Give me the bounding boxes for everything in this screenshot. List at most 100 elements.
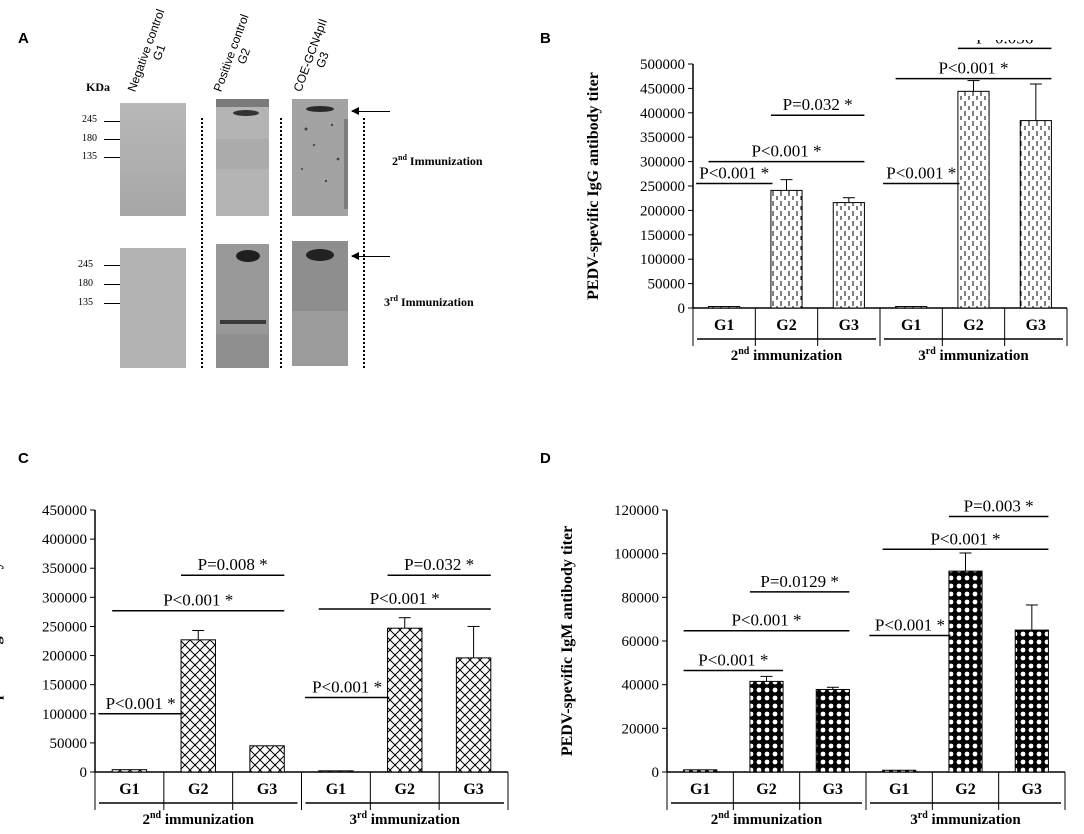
blot-g1-third-immunization xyxy=(120,248,186,368)
significance-label: P<0.001 * xyxy=(938,59,1008,78)
bar xyxy=(1019,120,1052,309)
mw-tick xyxy=(104,284,120,285)
y-tick-label: 500000 xyxy=(640,57,685,73)
group-label: 2nd immunization xyxy=(711,810,823,828)
x-tick-label: G3 xyxy=(1022,781,1042,798)
x-tick-label: G1 xyxy=(714,317,734,334)
y-tick-label: 40000 xyxy=(622,678,660,694)
band-arrow-bottom xyxy=(351,252,390,260)
lane-label-negative-control: Negative control G1 xyxy=(125,7,180,98)
significance-label: P<0.001 * xyxy=(312,677,382,696)
mw-tick xyxy=(104,139,120,140)
significance-label: P<0.001 * xyxy=(163,591,233,610)
y-tick-label: 400000 xyxy=(42,532,87,548)
significance-label: P<0.001 * xyxy=(731,611,801,630)
y-tick-label: 200000 xyxy=(640,203,685,219)
y-tick-label: 0 xyxy=(80,765,88,781)
significance-label: P<0.001 * xyxy=(699,164,769,183)
x-tick-label: G2 xyxy=(188,781,208,798)
y-tick-label: 20000 xyxy=(622,721,660,737)
x-tick-label: G2 xyxy=(776,317,796,334)
bar xyxy=(770,189,803,309)
x-tick-label: G1 xyxy=(326,781,346,798)
x-tick-label: G3 xyxy=(257,781,277,798)
bar xyxy=(882,769,917,773)
mw-marker-135-bottom: 135 xyxy=(78,297,93,308)
y-tick-label: 0 xyxy=(652,765,660,781)
x-tick-label: G1 xyxy=(119,781,139,798)
mw-tick xyxy=(104,265,120,266)
bar xyxy=(387,627,423,773)
bar xyxy=(249,745,285,773)
bar xyxy=(832,202,865,309)
x-tick-label: G2 xyxy=(395,781,415,798)
x-tick-label: G1 xyxy=(889,781,909,798)
imm-sup: rd xyxy=(390,294,398,303)
mw-tick xyxy=(104,157,120,158)
imm-num: 3 xyxy=(384,295,390,309)
y-tick-label: 100000 xyxy=(640,252,685,268)
group-label: 2nd immunization xyxy=(731,346,843,364)
lane-label-coe-gcn4pii: COE-GCN4pII G3 xyxy=(291,17,343,98)
significance-label: P<0.001 * xyxy=(930,529,1000,548)
mw-marker-135-top: 135 xyxy=(82,151,97,162)
bar xyxy=(708,306,741,309)
y-tick-label: 250000 xyxy=(42,619,87,635)
group-label: 3rd immunization xyxy=(910,810,1021,828)
y-tick-label: 400000 xyxy=(640,106,685,122)
mw-marker-180-top: 180 xyxy=(82,133,97,144)
y-tick-label: 350000 xyxy=(42,561,87,577)
bar xyxy=(683,769,718,773)
y-tick-label: 120000 xyxy=(614,503,659,519)
mw-marker-245-bottom: 245 xyxy=(78,259,93,270)
y-tick-label: 60000 xyxy=(622,634,660,650)
mw-marker-180-bottom: 180 xyxy=(78,278,93,289)
significance-label: P=0.056 xyxy=(976,40,1033,47)
y-tick-label: 300000 xyxy=(42,590,87,606)
bar xyxy=(111,769,148,773)
group-label: 3rd immunization xyxy=(350,810,461,828)
immunization-label-second: 2nd Immunization xyxy=(392,153,483,169)
bar xyxy=(957,90,990,309)
y-tick-label: 450000 xyxy=(640,81,685,97)
significance-label: P=0.032 * xyxy=(404,555,474,574)
significance-label: P<0.001 * xyxy=(886,164,956,183)
immunization-label-third: 3rd Immunization xyxy=(384,294,474,310)
significance-label: P=0.008 * xyxy=(198,555,268,574)
panel-letter-d: D xyxy=(540,450,551,467)
blot-g3-second-immunization xyxy=(292,99,348,216)
panel-letter-a: A xyxy=(18,30,29,47)
y-tick-label: 100000 xyxy=(614,547,659,563)
mw-tick xyxy=(104,303,120,304)
y-tick-label: 80000 xyxy=(622,590,660,606)
bar xyxy=(1014,629,1049,773)
bar xyxy=(948,570,983,773)
lane-label-positive-control: Positive control G2 xyxy=(211,12,264,98)
lane-separator xyxy=(363,118,365,368)
significance-label: P=0.003 * xyxy=(964,497,1034,516)
kda-label: KDa xyxy=(86,80,110,94)
x-tick-label: G3 xyxy=(823,781,843,798)
blot-g3-third-immunization xyxy=(292,241,348,366)
y-tick-label: 350000 xyxy=(640,130,685,146)
y-tick-label: 450000 xyxy=(42,503,87,519)
blot-g1-second-immunization xyxy=(120,103,186,216)
y-tick-label: 250000 xyxy=(640,179,685,195)
blot-g2-second-immunization xyxy=(216,99,269,216)
chart-iga: PEDV-spevific IgA antibody titer 0 50000 10… xyxy=(0,503,509,828)
y-tick-label: 0 xyxy=(678,301,686,317)
y-axis-label: PEDV-spevific IgA antibody titer xyxy=(0,528,4,754)
imm-sup: nd xyxy=(398,153,407,162)
significance-label: P<0.001 * xyxy=(698,650,768,669)
x-tick-label: G1 xyxy=(901,317,921,334)
bar xyxy=(318,770,354,773)
y-tick-label: 50000 xyxy=(50,736,88,752)
y-tick-label: 150000 xyxy=(42,678,87,694)
group-label: 2nd immunization xyxy=(142,810,254,828)
significance-label: P=0.032 * xyxy=(783,95,853,114)
y-tick-label: 50000 xyxy=(648,277,686,293)
bar xyxy=(455,657,492,773)
bar xyxy=(815,688,850,773)
x-tick-label: G2 xyxy=(756,781,776,798)
significance-label: P<0.001 * xyxy=(875,616,945,635)
